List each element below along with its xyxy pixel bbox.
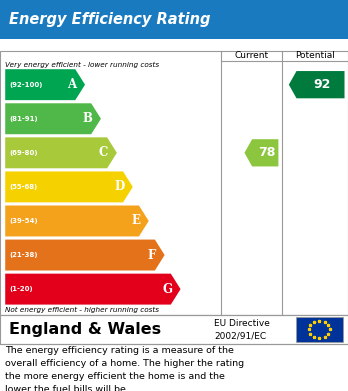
Polygon shape [5, 274, 181, 305]
Bar [296, 317, 343, 342]
Text: Energy Efficiency Rating: Energy Efficiency Rating [9, 12, 210, 27]
Text: C: C [99, 146, 108, 159]
Text: England & Wales: England & Wales [9, 322, 161, 337]
Text: Current: Current [234, 51, 269, 60]
Text: (55-68): (55-68) [9, 184, 38, 190]
Bar [0, 315, 348, 344]
Text: (21-38): (21-38) [9, 252, 38, 258]
Text: Very energy efficient - lower running costs: Very energy efficient - lower running co… [5, 61, 159, 68]
Text: (81-91): (81-91) [9, 116, 38, 122]
Text: (39-54): (39-54) [9, 218, 38, 224]
Polygon shape [244, 139, 278, 167]
Text: (92-100): (92-100) [9, 82, 43, 88]
Polygon shape [5, 206, 149, 237]
Polygon shape [289, 71, 345, 98]
Bar [0, 51, 348, 315]
Polygon shape [5, 240, 165, 271]
Polygon shape [5, 69, 85, 100]
Text: Not energy efficient - higher running costs: Not energy efficient - higher running co… [5, 307, 159, 313]
Text: EU Directive
2002/91/EC: EU Directive 2002/91/EC [214, 319, 270, 340]
Polygon shape [5, 171, 133, 203]
Text: F: F [147, 249, 156, 262]
Text: (1-20): (1-20) [9, 286, 33, 292]
Text: G: G [162, 283, 172, 296]
Text: (69-80): (69-80) [9, 150, 38, 156]
Text: The energy efficiency rating is a measure of the
overall efficiency of a home. T: The energy efficiency rating is a measur… [5, 346, 244, 391]
Text: B: B [83, 112, 93, 125]
Text: 92: 92 [313, 78, 331, 91]
Text: 78: 78 [258, 146, 275, 159]
Text: Potential: Potential [295, 51, 335, 60]
Text: D: D [114, 180, 125, 194]
Bar [0, 0, 348, 39]
Polygon shape [5, 137, 117, 168]
Text: A: A [67, 78, 76, 91]
Text: E: E [131, 215, 140, 228]
Polygon shape [5, 103, 101, 134]
